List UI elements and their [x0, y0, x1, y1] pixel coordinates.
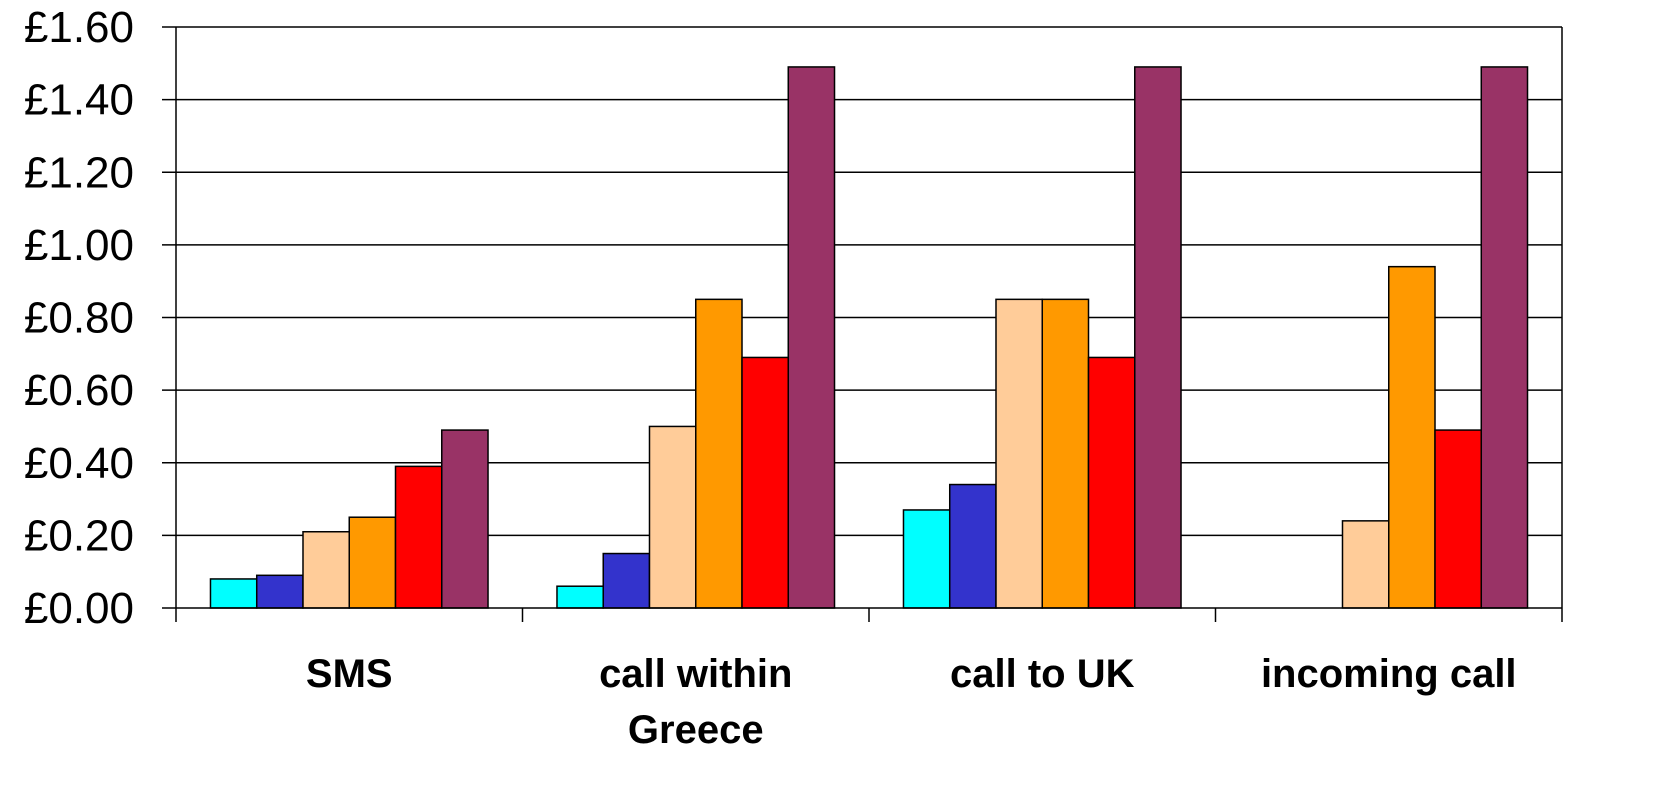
- y-tick-label: £1.20: [24, 148, 134, 197]
- bar: [1388, 265, 1436, 609]
- bars: [209, 66, 1529, 609]
- y-tick-label: £1.60: [24, 3, 134, 52]
- bar: [302, 530, 350, 609]
- category-label: incoming call: [1261, 652, 1517, 696]
- bar: [209, 578, 258, 609]
- bar: [394, 465, 443, 609]
- bar: [648, 425, 697, 609]
- bar: [556, 585, 604, 609]
- y-tick-label: £0.60: [24, 366, 134, 415]
- bar: [948, 483, 997, 609]
- bar: [1134, 66, 1182, 609]
- bar: [1480, 66, 1529, 609]
- bar: [695, 298, 743, 609]
- category-label: Greece: [628, 708, 764, 752]
- category-label: call within: [599, 652, 792, 696]
- bar: [787, 66, 836, 609]
- bar: [741, 356, 790, 609]
- bar: [602, 552, 651, 609]
- bar: [1041, 298, 1090, 609]
- y-tick-label: £0.80: [24, 294, 134, 343]
- bar: [1087, 356, 1136, 609]
- y-tick-label: £1.00: [24, 221, 134, 270]
- category-label: call to UK: [950, 652, 1135, 696]
- axes: [162, 26, 1563, 622]
- bar: [995, 298, 1043, 609]
- y-tick-label: £0.40: [24, 439, 134, 488]
- bar: [255, 574, 304, 609]
- bar: [348, 516, 397, 609]
- category-label: SMS: [306, 652, 393, 696]
- bar: [1341, 520, 1390, 609]
- y-tick-label: £1.40: [24, 76, 134, 125]
- bar: [902, 509, 951, 609]
- y-tick-label: £0.20: [24, 511, 134, 560]
- bar: [441, 429, 489, 609]
- bar: [1434, 429, 1483, 609]
- category-labels: SMS call within Greece call to UK incoming c…: [306, 652, 1517, 752]
- gridlines: [176, 26, 1562, 537]
- y-tick-labels: £0.00 £0.20 £0.40 £0.60 £0.80 £1.00 £1.20 £1.40…: [24, 3, 134, 633]
- y-tick-label: £0.00: [24, 584, 134, 633]
